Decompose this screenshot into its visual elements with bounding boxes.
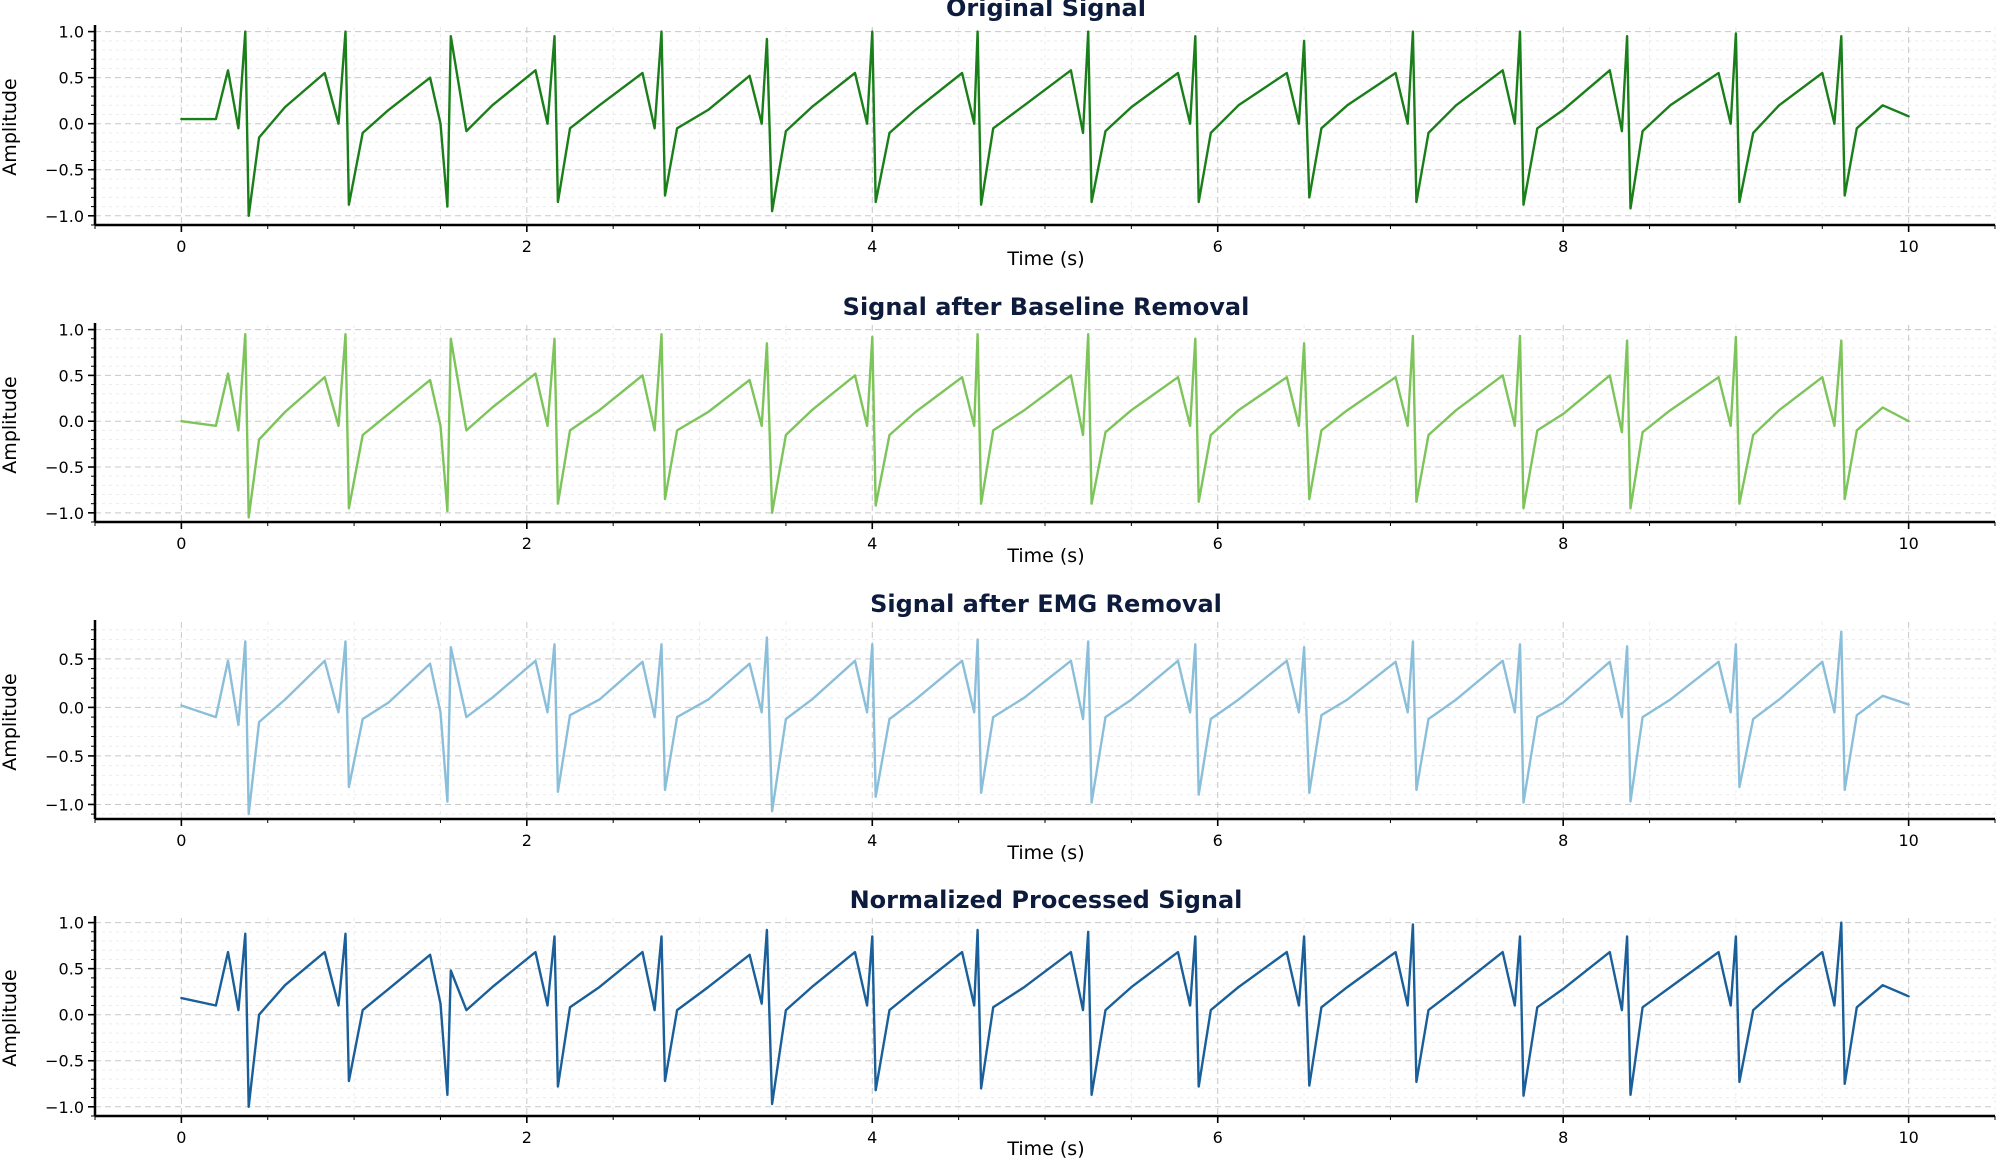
series-layer	[180, 630, 1910, 816]
x-tick-label: 8	[1558, 1128, 1568, 1147]
y-axis-label: Amplitude	[0, 673, 21, 770]
x-tick-label: 8	[1558, 237, 1568, 256]
x-tick-label: 10	[1898, 831, 1918, 850]
axes: 0 2 4 6 8 10 1.0 0.5 0.0 −0.5 −1.0	[45, 914, 1996, 1147]
panel-title: Signal after Baseline Removal	[843, 293, 1250, 321]
series-layer	[180, 921, 1910, 1109]
y-axis-label: Amplitude	[0, 376, 21, 473]
y-tick-label: 0.5	[59, 650, 84, 669]
x-axis-label: Time (s)	[1006, 1138, 1084, 1160]
y-tick-label: 1.0	[59, 23, 84, 42]
x-tick-label: 6	[1213, 831, 1223, 850]
y-tick-label: 1.0	[59, 914, 84, 933]
y-tick-label: −1.0	[45, 1098, 84, 1117]
signal-line	[180, 630, 1910, 816]
x-tick-label: 2	[522, 831, 532, 850]
panel-emg-removal: Signal after EMG Removal 0 2 4 6 8 10 0.5 0.0 −0…	[0, 590, 1996, 864]
y-tick-label: −0.5	[45, 747, 84, 766]
panel-title: Original Signal	[946, 0, 1146, 22]
x-tick-label: 10	[1898, 534, 1918, 553]
x-tick-label: 10	[1898, 1128, 1918, 1147]
x-tick-label: 0	[176, 831, 186, 850]
x-tick-label: 0	[176, 1128, 186, 1147]
y-tick-label: 0.5	[59, 69, 84, 88]
y-tick-label: 0.0	[59, 1006, 84, 1025]
grid	[94, 325, 1996, 523]
x-tick-label: 8	[1558, 831, 1568, 850]
axes: 0 2 4 6 8 10 1.0 0.5 0.0 −0.5 −1.0	[45, 321, 1996, 553]
x-axis-label: Time (s)	[1006, 545, 1084, 567]
axes: 0 2 4 6 8 10 0.5 0.0 −0.5 −1.0	[45, 620, 1996, 850]
x-tick-label: 6	[1213, 1128, 1223, 1147]
y-tick-label: −1.0	[45, 504, 84, 523]
x-axis-label: Time (s)	[1006, 842, 1084, 864]
x-tick-label: 4	[867, 237, 877, 256]
x-tick-label: 0	[176, 534, 186, 553]
x-tick-label: 0	[176, 237, 186, 256]
y-tick-label: 0.0	[59, 115, 84, 134]
panel-title: Signal after EMG Removal	[870, 590, 1222, 618]
x-tick-label: 4	[867, 831, 877, 850]
y-tick-label: 0.5	[59, 960, 84, 979]
panel-normalized-signal: Normalized Processed Signal 0 2 4 6 8 10 1.0 0.…	[0, 886, 1996, 1160]
axes: 0 2 4 6 8 10 1.0 0.5 0.0 −0.5 −1.0	[45, 23, 1996, 256]
signal-line	[180, 921, 1910, 1109]
series-layer	[180, 333, 1910, 519]
y-tick-label: −0.5	[45, 458, 84, 477]
y-tick-label: 0.0	[59, 698, 84, 717]
x-tick-label: 8	[1558, 534, 1568, 553]
y-tick-label: −0.5	[45, 161, 84, 180]
y-axis-label: Amplitude	[0, 78, 21, 175]
x-axis-label: Time (s)	[1006, 248, 1084, 270]
x-tick-label: 6	[1213, 237, 1223, 256]
x-tick-label: 2	[522, 534, 532, 553]
signal-line	[180, 30, 1910, 218]
y-axis-label: Amplitude	[0, 969, 21, 1066]
x-tick-label: 10	[1898, 237, 1918, 256]
panel-title: Normalized Processed Signal	[850, 886, 1243, 914]
x-tick-label: 2	[522, 1128, 532, 1147]
y-tick-label: 0.0	[59, 412, 84, 431]
x-tick-label: 6	[1213, 534, 1223, 553]
panel-baseline-removal: Signal after Baseline Removal 0 2 4 6 8 10 1.0…	[0, 293, 1996, 567]
x-tick-label: 4	[867, 1128, 877, 1147]
y-tick-label: 0.5	[59, 366, 84, 385]
y-tick-label: 1.0	[59, 321, 84, 340]
series-layer	[180, 30, 1910, 218]
panel-original-signal: Original Signal 0 2 4 6 8 10 1.0 0.5 0.0 −0.5 −1.0…	[0, 0, 1996, 270]
x-tick-label: 4	[867, 534, 877, 553]
y-tick-label: −0.5	[45, 1052, 84, 1071]
signal-line	[180, 333, 1910, 519]
x-tick-label: 2	[522, 237, 532, 256]
y-tick-label: −1.0	[45, 207, 84, 226]
y-tick-label: −1.0	[45, 795, 84, 814]
